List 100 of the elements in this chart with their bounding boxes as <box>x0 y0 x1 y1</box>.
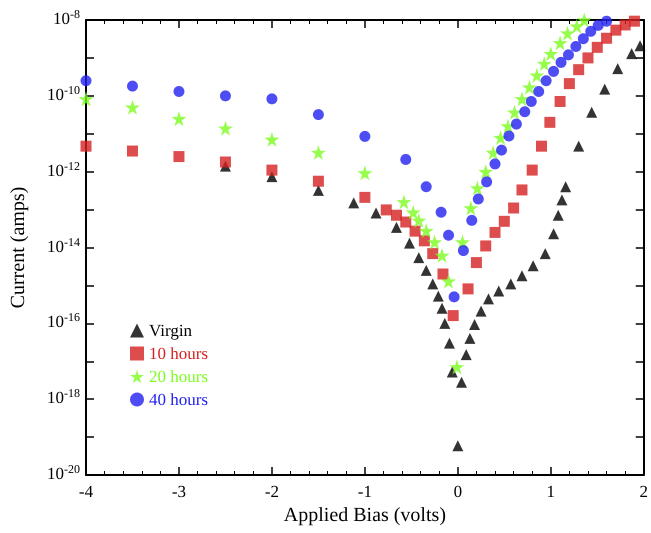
point <box>436 206 447 218</box>
legend-label: 10 hours <box>149 344 208 363</box>
point <box>458 245 469 256</box>
point <box>586 106 598 118</box>
point <box>80 75 92 86</box>
point <box>592 20 604 31</box>
point <box>536 56 552 72</box>
point <box>560 26 576 41</box>
point <box>312 184 324 196</box>
point <box>570 41 582 52</box>
point <box>601 32 612 44</box>
point <box>554 96 566 107</box>
point <box>514 91 530 106</box>
point <box>493 286 504 297</box>
point <box>582 52 594 64</box>
point <box>390 222 402 233</box>
x-tick-label: -4 <box>78 482 94 501</box>
point <box>601 16 612 27</box>
y-tick-label: 10$^{-20}$ <box>47 462 80 484</box>
point <box>552 35 568 50</box>
x-tick-label: -1 <box>358 482 372 501</box>
point <box>264 132 280 147</box>
point <box>498 216 510 227</box>
point <box>562 49 574 60</box>
point <box>544 116 556 128</box>
x-tick-label: 2 <box>640 482 648 501</box>
point <box>427 278 438 290</box>
point <box>464 332 476 344</box>
point <box>564 78 575 90</box>
point <box>628 16 640 27</box>
point <box>490 158 501 170</box>
legend-label: Virgin <box>149 321 193 340</box>
legend-label: 20 hours <box>149 367 208 386</box>
point <box>400 216 412 228</box>
point <box>448 310 459 322</box>
point <box>552 210 564 221</box>
point <box>312 176 324 187</box>
point <box>610 24 622 36</box>
point <box>540 75 552 86</box>
point <box>496 144 508 156</box>
y-tick-label: 10$^{-12}$ <box>47 158 80 181</box>
point <box>410 226 421 237</box>
point <box>569 18 584 34</box>
point <box>411 212 426 228</box>
point <box>436 302 448 314</box>
point <box>528 260 539 272</box>
point <box>526 96 537 107</box>
x-tick-label: -2 <box>264 482 280 501</box>
point <box>576 12 592 28</box>
y-tick-label: 10$^{-18}$ <box>47 386 80 408</box>
x-axis-title: Applied Bias (volts) <box>284 504 446 526</box>
x-tick-label: 1 <box>546 482 556 501</box>
point <box>469 319 480 330</box>
point <box>540 248 551 260</box>
point <box>390 210 402 221</box>
point <box>463 200 478 216</box>
point <box>266 164 278 176</box>
point <box>266 93 278 104</box>
point <box>312 109 324 120</box>
point <box>357 165 372 180</box>
point <box>427 234 442 250</box>
point <box>441 274 456 289</box>
point <box>556 56 567 68</box>
point <box>526 164 538 176</box>
point <box>483 293 494 304</box>
point <box>516 270 528 282</box>
point <box>173 151 184 162</box>
point <box>480 240 492 252</box>
point <box>444 338 455 349</box>
point <box>470 257 482 268</box>
point <box>456 376 468 388</box>
y-axis-title: Current (amps) <box>7 186 29 308</box>
point <box>413 252 424 264</box>
point <box>418 223 434 238</box>
point <box>220 156 231 168</box>
point <box>508 202 520 214</box>
point <box>585 26 596 37</box>
point <box>573 64 584 76</box>
point <box>359 192 370 203</box>
point <box>171 111 186 126</box>
y-tick-label: 10$^{-8}$ <box>53 7 80 29</box>
point <box>470 180 485 196</box>
point <box>612 63 624 74</box>
point <box>573 140 584 152</box>
point <box>434 248 450 263</box>
point <box>578 33 589 44</box>
point <box>449 359 464 374</box>
point <box>380 204 392 216</box>
point <box>126 80 138 92</box>
y-tick-label: 10$^{-10}$ <box>47 82 80 105</box>
x-tick-label: 0 <box>454 482 462 501</box>
point <box>310 145 326 160</box>
point <box>420 264 432 276</box>
point <box>476 306 487 317</box>
point <box>80 140 92 152</box>
point <box>124 100 140 115</box>
point <box>420 181 432 192</box>
point <box>634 40 646 52</box>
point <box>220 90 231 102</box>
point <box>396 194 412 210</box>
